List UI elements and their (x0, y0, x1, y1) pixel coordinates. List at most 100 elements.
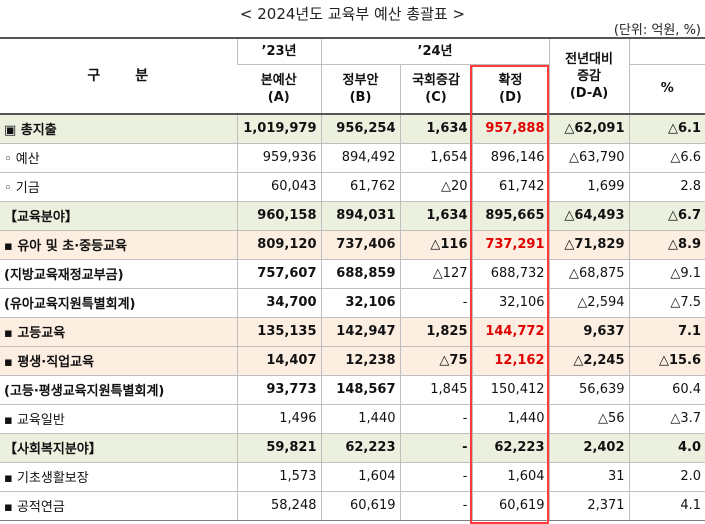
header-y23: ’23년 (236, 37, 321, 64)
row-label: ▪ 평생·직업교육 (0, 345, 237, 375)
cell-gov-proposal: 62,223 (320, 432, 400, 462)
header-pct-top (628, 37, 705, 64)
cell-change: △63,790 (548, 142, 630, 172)
cell-assembly-change: - (399, 461, 472, 491)
cell-change: 1,699 (548, 171, 630, 201)
header-col-b: 정부안 (B) (320, 63, 400, 114)
unit-note: (단위: 억원, %) (613, 23, 701, 38)
table-row: ▪ 공적연금 58,248 60,619-60,619 2,371 4.1 (0, 490, 705, 521)
cell-change: △68,875 (548, 258, 630, 288)
table-row: ▪ 고등교육 135,135 142,947 1,825 144,772 9,637 7.1 (0, 316, 705, 346)
cell-confirmed: 1,604 (471, 461, 550, 491)
row-label: 【교육분야】 (0, 200, 237, 230)
cell-budget-23: 959,936 (236, 142, 321, 172)
cell-budget-23: 135,135 (236, 316, 321, 346)
cell-assembly-change: - (399, 287, 472, 317)
row-label: ◦ 예산 (0, 142, 237, 172)
cell-percent: △7.5 (628, 287, 705, 317)
cell-gov-proposal: 1,604 (320, 461, 400, 491)
header-gubun-1: 구 (87, 67, 102, 84)
cell-gov-proposal: 61,762 (320, 171, 400, 201)
header-col-d-line1: 확정 (498, 72, 523, 88)
header-col-b-line1: 정부안 (342, 72, 379, 88)
cell-confirmed: 144,772 (471, 316, 550, 346)
row-label: ▣ 총지출 (0, 113, 237, 143)
cell-percent: △8.9 (628, 229, 705, 259)
cell-confirmed: 61,742 (471, 171, 550, 201)
cell-gov-proposal: 688,859 (320, 258, 400, 288)
cell-percent: 2.0 (628, 461, 705, 491)
cell-assembly-change: △116 (399, 229, 472, 259)
cell-assembly-change: 1,634 (399, 113, 472, 143)
cell-change: △64,493 (548, 200, 630, 230)
page-title: < 2024년도 교육부 예산 총괄표 > (239, 5, 466, 23)
cell-gov-proposal: 32,106 (320, 287, 400, 317)
cell-budget-23: 960,158 (236, 200, 321, 230)
header-col-c: 국회증감 (C) (399, 63, 472, 114)
cell-budget-23: 809,120 (236, 229, 321, 259)
header-col-b-line2: (B) (349, 89, 372, 105)
cell-change: △62,091 (548, 113, 630, 143)
cell-assembly-change: 1,634 (399, 200, 472, 230)
row-label: ▪ 유아 및 초·중등교육 (0, 229, 237, 259)
table-row: (고등·평생교육지원특별회계) 93,773 148,567 1,845 150,412… (0, 374, 705, 404)
cell-gov-proposal: 894,031 (320, 200, 400, 230)
cell-gov-proposal: 12,238 (320, 345, 400, 375)
cell-change: 9,637 (548, 316, 630, 346)
cell-budget-23: 59,821 (236, 432, 321, 462)
header-row-bottom: 본예산 (A) 정부안 (B) 국회증감 (C) 확정 (D) % (0, 63, 705, 114)
cell-budget-23: 1,573 (236, 461, 321, 491)
table-row: 【사회복지분야】 59,821 62,223-62,223 2,402 4.0 (0, 432, 705, 462)
table-row: (유아교육지원특별회계) 34,700 32,106-32,106 △2,594 △7.… (0, 287, 705, 317)
cell-assembly-change: 1,825 (399, 316, 472, 346)
header-change-line2: 증감 (577, 68, 601, 84)
row-label: ◦ 기금 (0, 171, 237, 201)
header-col-c-line1: 국회증감 (412, 72, 460, 88)
cell-confirmed: 150,412 (471, 374, 550, 404)
cell-gov-proposal: 956,254 (320, 113, 400, 143)
header-change-line3: (D-A) (569, 85, 609, 101)
cell-confirmed: 32,106 (471, 287, 550, 317)
cell-budget-23: 93,773 (236, 374, 321, 404)
cell-percent: 7.1 (628, 316, 705, 346)
cell-percent: 4.1 (628, 490, 705, 521)
header-col-a-line1: 본예산 (260, 72, 297, 88)
cell-assembly-change: △127 (399, 258, 472, 288)
table-row: ◦ 예산 959,936 894,492 1,654 896,146 △63,790 △6.… (0, 142, 705, 172)
cell-percent: △15.6 (628, 345, 705, 375)
row-label: ▪ 고등교육 (0, 316, 237, 346)
cell-budget-23: 34,700 (236, 287, 321, 317)
cell-gov-proposal: 142,947 (320, 316, 400, 346)
cell-assembly-change: △75 (399, 345, 472, 375)
cell-change: 2,371 (548, 490, 630, 521)
row-label: ▪ 공적연금 (0, 490, 237, 521)
table-row: ▪ 평생·직업교육 14,407 12,238 △75 12,162 △2,245 △15.… (0, 345, 705, 375)
header-col-d-line2: (D) (499, 89, 522, 105)
cell-assembly-change: 1,845 (399, 374, 472, 404)
cell-budget-23: 58,248 (236, 490, 321, 521)
cell-assembly-change: △20 (399, 171, 472, 201)
cell-assembly-change: 1,654 (399, 142, 472, 172)
cell-gov-proposal: 1,440 (320, 403, 400, 433)
header-col-d: 확정 (D) (471, 63, 550, 114)
cell-assembly-change: - (399, 432, 472, 462)
cell-percent: △9.1 (628, 258, 705, 288)
header-percent: % (628, 63, 705, 114)
header-col-a: 본예산 (A) (237, 63, 321, 114)
table-row: (지방교육재정교부금) 757,607 688,859 △127 688,732 △68,… (0, 258, 705, 288)
cell-gov-proposal: 60,619 (320, 490, 400, 521)
cell-confirmed: 737,291 (471, 229, 550, 259)
table-row: ▣ 총지출 1,019,979 956,254 1,634 957,888 △62,091… (0, 113, 705, 143)
table-row: 【교육분야】 960,158 894,031 1,634 895,665 △64,493 △… (0, 200, 705, 230)
cell-change: 31 (548, 461, 630, 491)
table-row: ▪ 기초생활보장 1,573 1,604-1,604 31 2.0 (0, 461, 705, 491)
cell-budget-23: 1,019,979 (236, 113, 321, 143)
cell-budget-23: 60,043 (236, 171, 321, 201)
row-label: ▪ 기초생활보장 (0, 461, 237, 491)
cell-percent: △6.7 (628, 200, 705, 230)
cell-confirmed: 12,162 (471, 345, 550, 375)
cell-confirmed: 1,440 (471, 403, 550, 433)
cell-budget-23: 14,407 (236, 345, 321, 375)
